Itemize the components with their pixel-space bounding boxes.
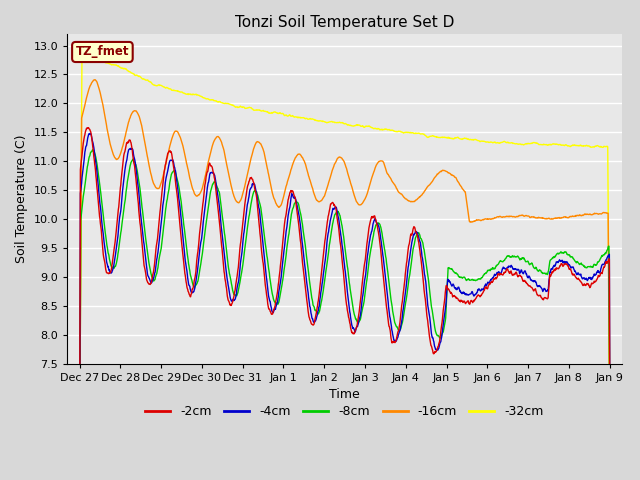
Text: TZ_fmet: TZ_fmet <box>76 46 129 59</box>
Legend: -2cm, -4cm, -8cm, -16cm, -32cm: -2cm, -4cm, -8cm, -16cm, -32cm <box>141 400 549 423</box>
Title: Tonzi Soil Temperature Set D: Tonzi Soil Temperature Set D <box>235 15 454 30</box>
X-axis label: Time: Time <box>330 388 360 401</box>
Y-axis label: Soil Temperature (C): Soil Temperature (C) <box>15 134 28 263</box>
